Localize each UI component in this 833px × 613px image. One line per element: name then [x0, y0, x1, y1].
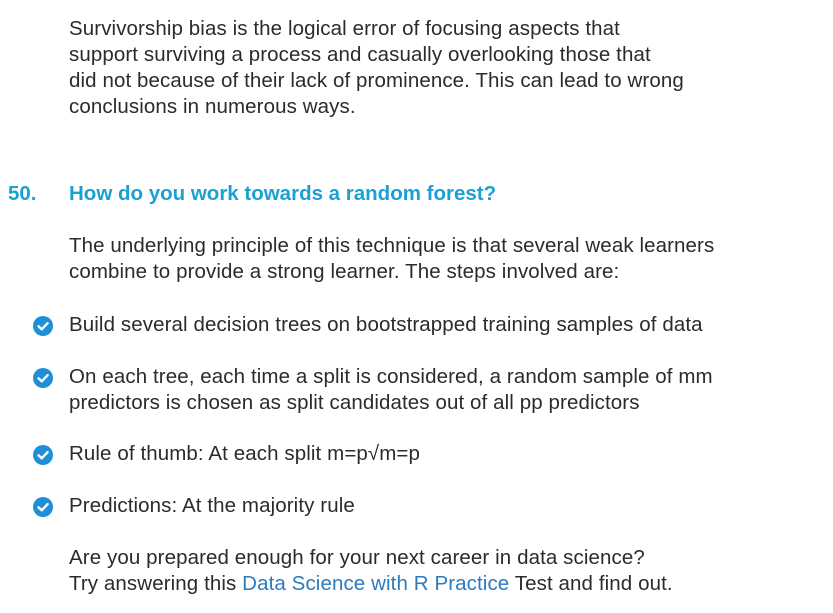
outro-paragraph: Are you prepared enough for your next ca…	[69, 545, 673, 597]
principle-line: combine to provide a strong learner. The…	[69, 260, 620, 283]
step-line: On each tree, each time a split is consi…	[69, 365, 713, 388]
check-circle-icon	[33, 368, 53, 388]
step-item: Predictions: At the majority rule	[69, 493, 355, 519]
question-number: 50.	[8, 182, 37, 205]
check-circle-icon	[33, 497, 53, 517]
principle-paragraph: The underlying principle of this techniq…	[69, 233, 714, 285]
intro-line: support surviving a process and casually…	[69, 43, 651, 66]
check-circle-icon	[33, 316, 53, 336]
step-item: Build several decision trees on bootstra…	[69, 312, 703, 338]
outro-line-2: Try answering this Data Science with R P…	[69, 571, 673, 597]
step-line: predictors is chosen as split candidates…	[69, 391, 640, 414]
check-circle-icon	[33, 445, 53, 465]
outro-text-after: Test and find out.	[509, 572, 673, 595]
step-line: Build several decision trees on bootstra…	[69, 313, 703, 336]
practice-test-link[interactable]: Data Science with R Practice	[242, 572, 510, 595]
outro-line: Are you prepared enough for your next ca…	[69, 546, 645, 569]
outro-text-before: Try answering this	[69, 572, 243, 595]
step-line: Predictions: At the majority rule	[69, 494, 355, 517]
step-line: Rule of thumb: At each split m=p√m=p	[69, 442, 420, 465]
intro-line: did not because of their lack of promine…	[69, 69, 684, 92]
question-title: How do you work towards a random forest?	[69, 182, 497, 205]
intro-line: Survivorship bias is the logical error o…	[69, 17, 620, 40]
step-item: Rule of thumb: At each split m=p√m=p	[69, 441, 420, 467]
step-item: On each tree, each time a split is consi…	[69, 364, 713, 416]
intro-paragraph: Survivorship bias is the logical error o…	[69, 16, 684, 120]
intro-line: conclusions in numerous ways.	[69, 95, 356, 118]
principle-line: The underlying principle of this techniq…	[69, 234, 715, 257]
